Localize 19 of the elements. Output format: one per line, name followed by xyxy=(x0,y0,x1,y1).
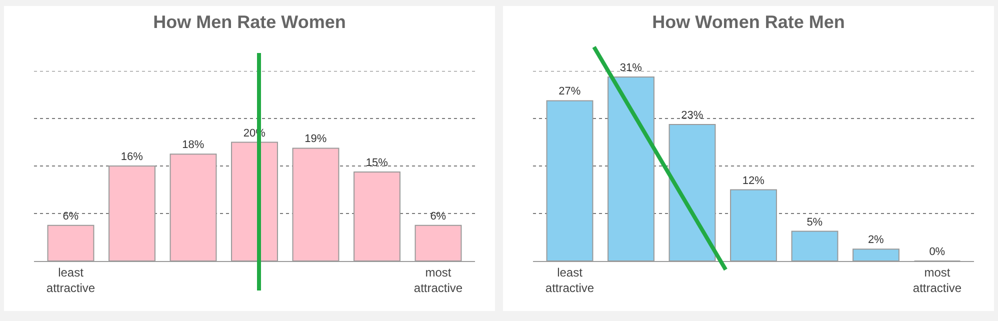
data-label: 23% xyxy=(681,109,704,122)
data-label: 27% xyxy=(558,86,581,98)
data-label: 15% xyxy=(366,156,388,169)
data-label: 0% xyxy=(929,246,946,258)
data-label: 19% xyxy=(304,133,327,146)
x-tick-label: least attractive xyxy=(46,265,96,295)
data-label: 5% xyxy=(806,216,823,228)
data-label: 16% xyxy=(120,151,144,163)
data-label: 2% xyxy=(868,234,884,246)
x-tick-label: most attractive xyxy=(414,265,463,295)
data-label: 31% xyxy=(620,62,642,74)
chart-title: How Women Rate Men xyxy=(652,12,845,32)
data-label: 6% xyxy=(430,210,446,222)
data-label: 6% xyxy=(62,210,79,222)
chart-title: How Men Rate Women xyxy=(153,12,346,32)
data-label: 12% xyxy=(742,174,765,187)
x-tick-label: least attractive xyxy=(545,265,594,295)
x-tick-label: most attractive xyxy=(912,265,962,295)
data-label: 18% xyxy=(182,139,204,152)
